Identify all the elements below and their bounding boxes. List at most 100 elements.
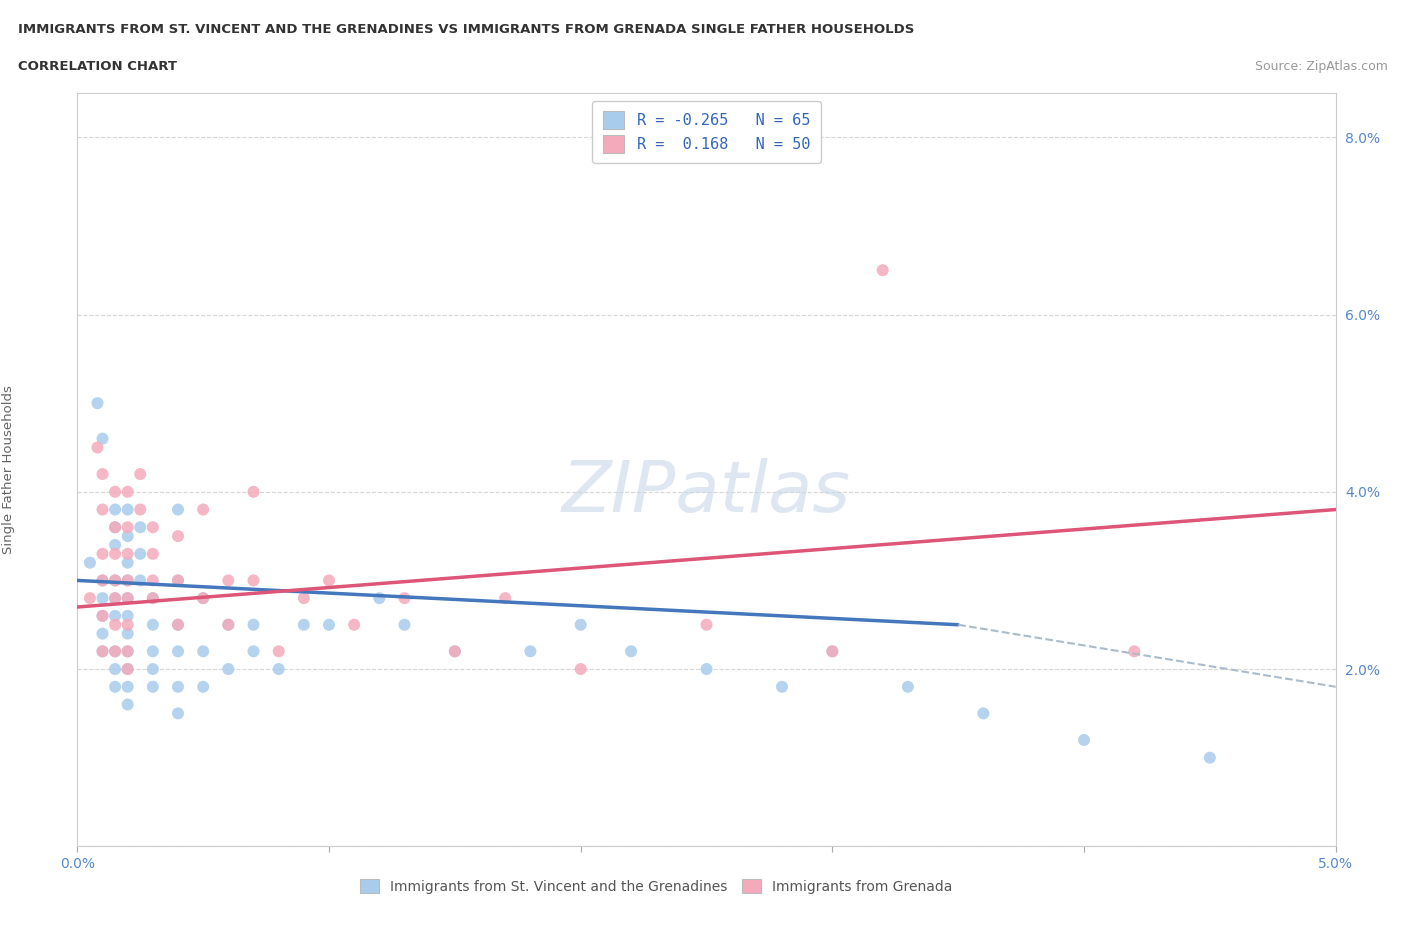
Point — [91, 573, 114, 588]
Point — [167, 679, 190, 694]
Point — [104, 608, 127, 623]
Point — [167, 573, 190, 588]
Point — [91, 626, 114, 641]
Point — [872, 263, 894, 278]
Point — [117, 520, 139, 535]
Point — [167, 706, 190, 721]
Point — [897, 679, 920, 694]
Point — [191, 591, 215, 605]
Text: IMMIGRANTS FROM ST. VINCENT AND THE GRENADINES VS IMMIGRANTS FROM GRENADA SINGLE: IMMIGRANTS FROM ST. VINCENT AND THE GREN… — [18, 23, 915, 36]
Point — [129, 573, 152, 588]
Point — [318, 573, 340, 588]
Point — [91, 432, 114, 446]
Point — [394, 591, 416, 605]
Point — [142, 644, 165, 658]
Point — [217, 618, 239, 632]
Point — [104, 573, 127, 588]
Point — [91, 547, 114, 562]
Point — [142, 591, 165, 605]
Point — [191, 591, 215, 605]
Point — [167, 644, 190, 658]
Point — [494, 591, 516, 605]
Point — [318, 618, 340, 632]
Point — [191, 679, 215, 694]
Point — [242, 573, 264, 588]
Point — [117, 679, 139, 694]
Point — [117, 644, 139, 658]
Point — [167, 618, 190, 632]
Point — [117, 661, 139, 676]
Point — [696, 618, 718, 632]
Point — [394, 618, 416, 632]
Point — [142, 618, 165, 632]
Point — [292, 618, 315, 632]
Point — [104, 520, 127, 535]
Point — [569, 661, 592, 676]
Point — [129, 502, 152, 517]
Point — [770, 679, 793, 694]
Point — [821, 644, 844, 658]
Point — [167, 618, 190, 632]
Point — [696, 661, 718, 676]
Point — [104, 591, 127, 605]
Point — [242, 618, 264, 632]
Text: ZIPatlas: ZIPatlas — [562, 458, 851, 526]
Point — [117, 485, 139, 499]
Point — [191, 502, 215, 517]
Point — [117, 698, 139, 712]
Point — [117, 547, 139, 562]
Point — [117, 573, 139, 588]
Point — [86, 440, 108, 455]
Point — [117, 502, 139, 517]
Point — [129, 520, 152, 535]
Point — [104, 618, 127, 632]
Point — [142, 661, 165, 676]
Point — [972, 706, 994, 721]
Point — [292, 591, 315, 605]
Text: CORRELATION CHART: CORRELATION CHART — [18, 60, 177, 73]
Point — [267, 644, 290, 658]
Point — [167, 528, 190, 543]
Point — [91, 502, 114, 517]
Point — [104, 679, 127, 694]
Point — [104, 644, 127, 658]
Point — [142, 520, 165, 535]
Point — [91, 591, 114, 605]
Point — [444, 644, 467, 658]
Point — [142, 591, 165, 605]
Point — [1073, 733, 1095, 748]
Point — [821, 644, 844, 658]
Point — [91, 644, 114, 658]
Point — [91, 644, 114, 658]
Point — [117, 618, 139, 632]
Point — [1198, 751, 1220, 765]
Point — [117, 555, 139, 570]
Point — [129, 547, 152, 562]
Point — [1123, 644, 1146, 658]
Point — [117, 573, 139, 588]
Point — [343, 618, 366, 632]
Point — [242, 485, 264, 499]
Point — [91, 608, 114, 623]
Point — [117, 591, 139, 605]
Point — [242, 644, 264, 658]
Point — [217, 661, 239, 676]
Point — [217, 573, 239, 588]
Point — [104, 485, 127, 499]
Point — [368, 591, 391, 605]
Point — [117, 661, 139, 676]
Point — [79, 555, 101, 570]
Point — [191, 644, 215, 658]
Point — [91, 573, 114, 588]
Point — [104, 661, 127, 676]
Point — [117, 608, 139, 623]
Point — [104, 591, 127, 605]
Point — [104, 573, 127, 588]
Point — [86, 396, 108, 411]
Point — [104, 502, 127, 517]
Point — [142, 679, 165, 694]
Point — [142, 547, 165, 562]
Point — [117, 528, 139, 543]
Point — [569, 618, 592, 632]
Point — [104, 547, 127, 562]
